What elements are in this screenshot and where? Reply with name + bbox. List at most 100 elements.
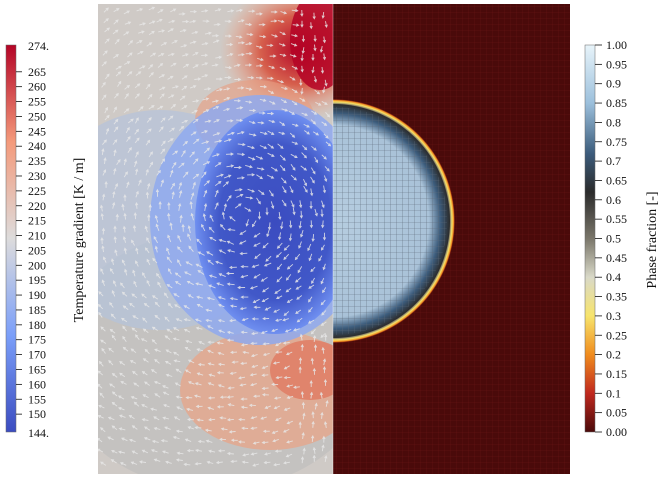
velocity-arrow	[278, 131, 286, 135]
temperature-tick-label: 180	[28, 318, 46, 332]
velocity-arrow	[289, 220, 293, 229]
velocity-arrow	[152, 257, 158, 264]
velocity-arrow	[135, 334, 140, 340]
velocity-arrow	[201, 140, 210, 145]
velocity-arrow	[324, 21, 328, 29]
velocity-arrow	[259, 98, 267, 102]
velocity-arrow	[251, 264, 260, 268]
velocity-arrow	[251, 364, 259, 369]
velocity-arrow	[167, 201, 171, 210]
velocity-arrow	[309, 201, 313, 210]
velocity-arrow	[190, 192, 195, 200]
velocity-arrow	[155, 188, 159, 197]
velocity-arrow	[255, 12, 263, 16]
velocity-arrow	[256, 174, 264, 180]
velocity-arrow	[323, 421, 328, 428]
velocity-arrow	[181, 223, 185, 232]
velocity-arrow	[266, 43, 274, 48]
velocity-arrow	[313, 44, 317, 52]
velocity-arrow	[283, 244, 290, 251]
velocity-arrow	[237, 41, 245, 45]
velocity-arrow	[214, 139, 223, 143]
velocity-arrow	[136, 8, 144, 12]
velocity-arrow	[236, 8, 244, 13]
velocity-arrow	[322, 185, 327, 194]
velocity-arrow	[238, 417, 246, 422]
velocity-arrow	[149, 20, 156, 25]
velocity-arrow	[176, 406, 183, 411]
velocity-arrow	[217, 296, 226, 300]
velocity-arrow	[113, 118, 119, 125]
velocity-arrow	[275, 417, 282, 421]
velocity-arrow	[307, 319, 315, 324]
velocity-arrow	[264, 306, 271, 311]
velocity-arrow	[115, 213, 119, 221]
velocity-arrow	[136, 40, 143, 44]
velocity-arrow	[280, 99, 288, 103]
velocity-arrow	[254, 253, 261, 259]
velocity-arrow	[127, 40, 134, 46]
velocity-arrow	[172, 85, 179, 89]
velocity-arrow	[308, 284, 315, 289]
velocity-arrow	[250, 426, 258, 430]
velocity-arrow	[314, 156, 318, 164]
velocity-arrow	[177, 259, 182, 267]
velocity-arrow	[102, 256, 107, 263]
velocity-arrow	[175, 458, 183, 462]
velocity-arrow	[209, 214, 214, 222]
temperature-min-label: 144.	[28, 426, 49, 440]
velocity-arrow	[311, 110, 318, 115]
velocity-arrow	[226, 330, 234, 335]
velocity-arrow	[150, 449, 158, 453]
velocity-arrow	[98, 360, 104, 367]
velocity-arrow	[263, 262, 272, 267]
velocity-arrow	[192, 181, 196, 190]
phase-tick-label: 0.35	[606, 290, 627, 304]
velocity-arrow	[237, 152, 246, 157]
velocity-arrow	[101, 148, 105, 156]
velocity-arrow	[201, 9, 209, 13]
velocity-arrow	[185, 395, 193, 400]
velocity-arrow	[233, 63, 241, 67]
velocity-arrow	[288, 111, 296, 115]
velocity-arrow	[290, 200, 295, 208]
velocity-arrow	[113, 225, 117, 233]
velocity-arrow	[282, 341, 290, 345]
velocity-arrow	[135, 260, 139, 267]
velocity-arrow	[148, 72, 154, 78]
velocity-arrow	[171, 191, 175, 200]
velocity-arrow	[148, 6, 156, 11]
velocity-arrow	[170, 103, 176, 109]
velocity-arrow	[150, 52, 157, 57]
velocity-arrow	[111, 372, 118, 378]
velocity-arrow	[207, 382, 215, 386]
velocity-arrow	[218, 329, 225, 334]
velocity-arrow	[285, 351, 293, 356]
velocity-arrow	[215, 55, 223, 60]
velocity-arrow	[153, 235, 158, 244]
velocity-arrow	[128, 414, 135, 420]
velocity-arrow	[324, 166, 330, 172]
velocity-arrow	[168, 19, 176, 24]
velocity-arrow	[300, 391, 305, 399]
velocity-arrow	[321, 154, 327, 160]
velocity-arrow	[275, 318, 282, 322]
temperature-tick-label: 210	[28, 229, 46, 243]
velocity-arrow	[193, 138, 200, 145]
velocity-arrow	[167, 52, 175, 57]
velocity-arrow	[236, 131, 245, 135]
velocity-arrow	[310, 266, 316, 273]
velocity-arrow	[132, 269, 136, 277]
velocity-arrow	[131, 425, 138, 430]
velocity-arrow	[208, 284, 216, 289]
velocity-arrow	[293, 385, 300, 389]
velocity-arrow	[301, 431, 305, 439]
velocity-arrow	[112, 280, 117, 287]
velocity-arrow	[121, 203, 125, 211]
velocity-arrow	[226, 282, 235, 286]
velocity-arrow	[203, 147, 210, 154]
velocity-arrow	[314, 89, 321, 95]
velocity-arrow	[173, 351, 180, 356]
velocity-arrow	[149, 161, 153, 168]
velocity-arrow	[302, 447, 306, 455]
